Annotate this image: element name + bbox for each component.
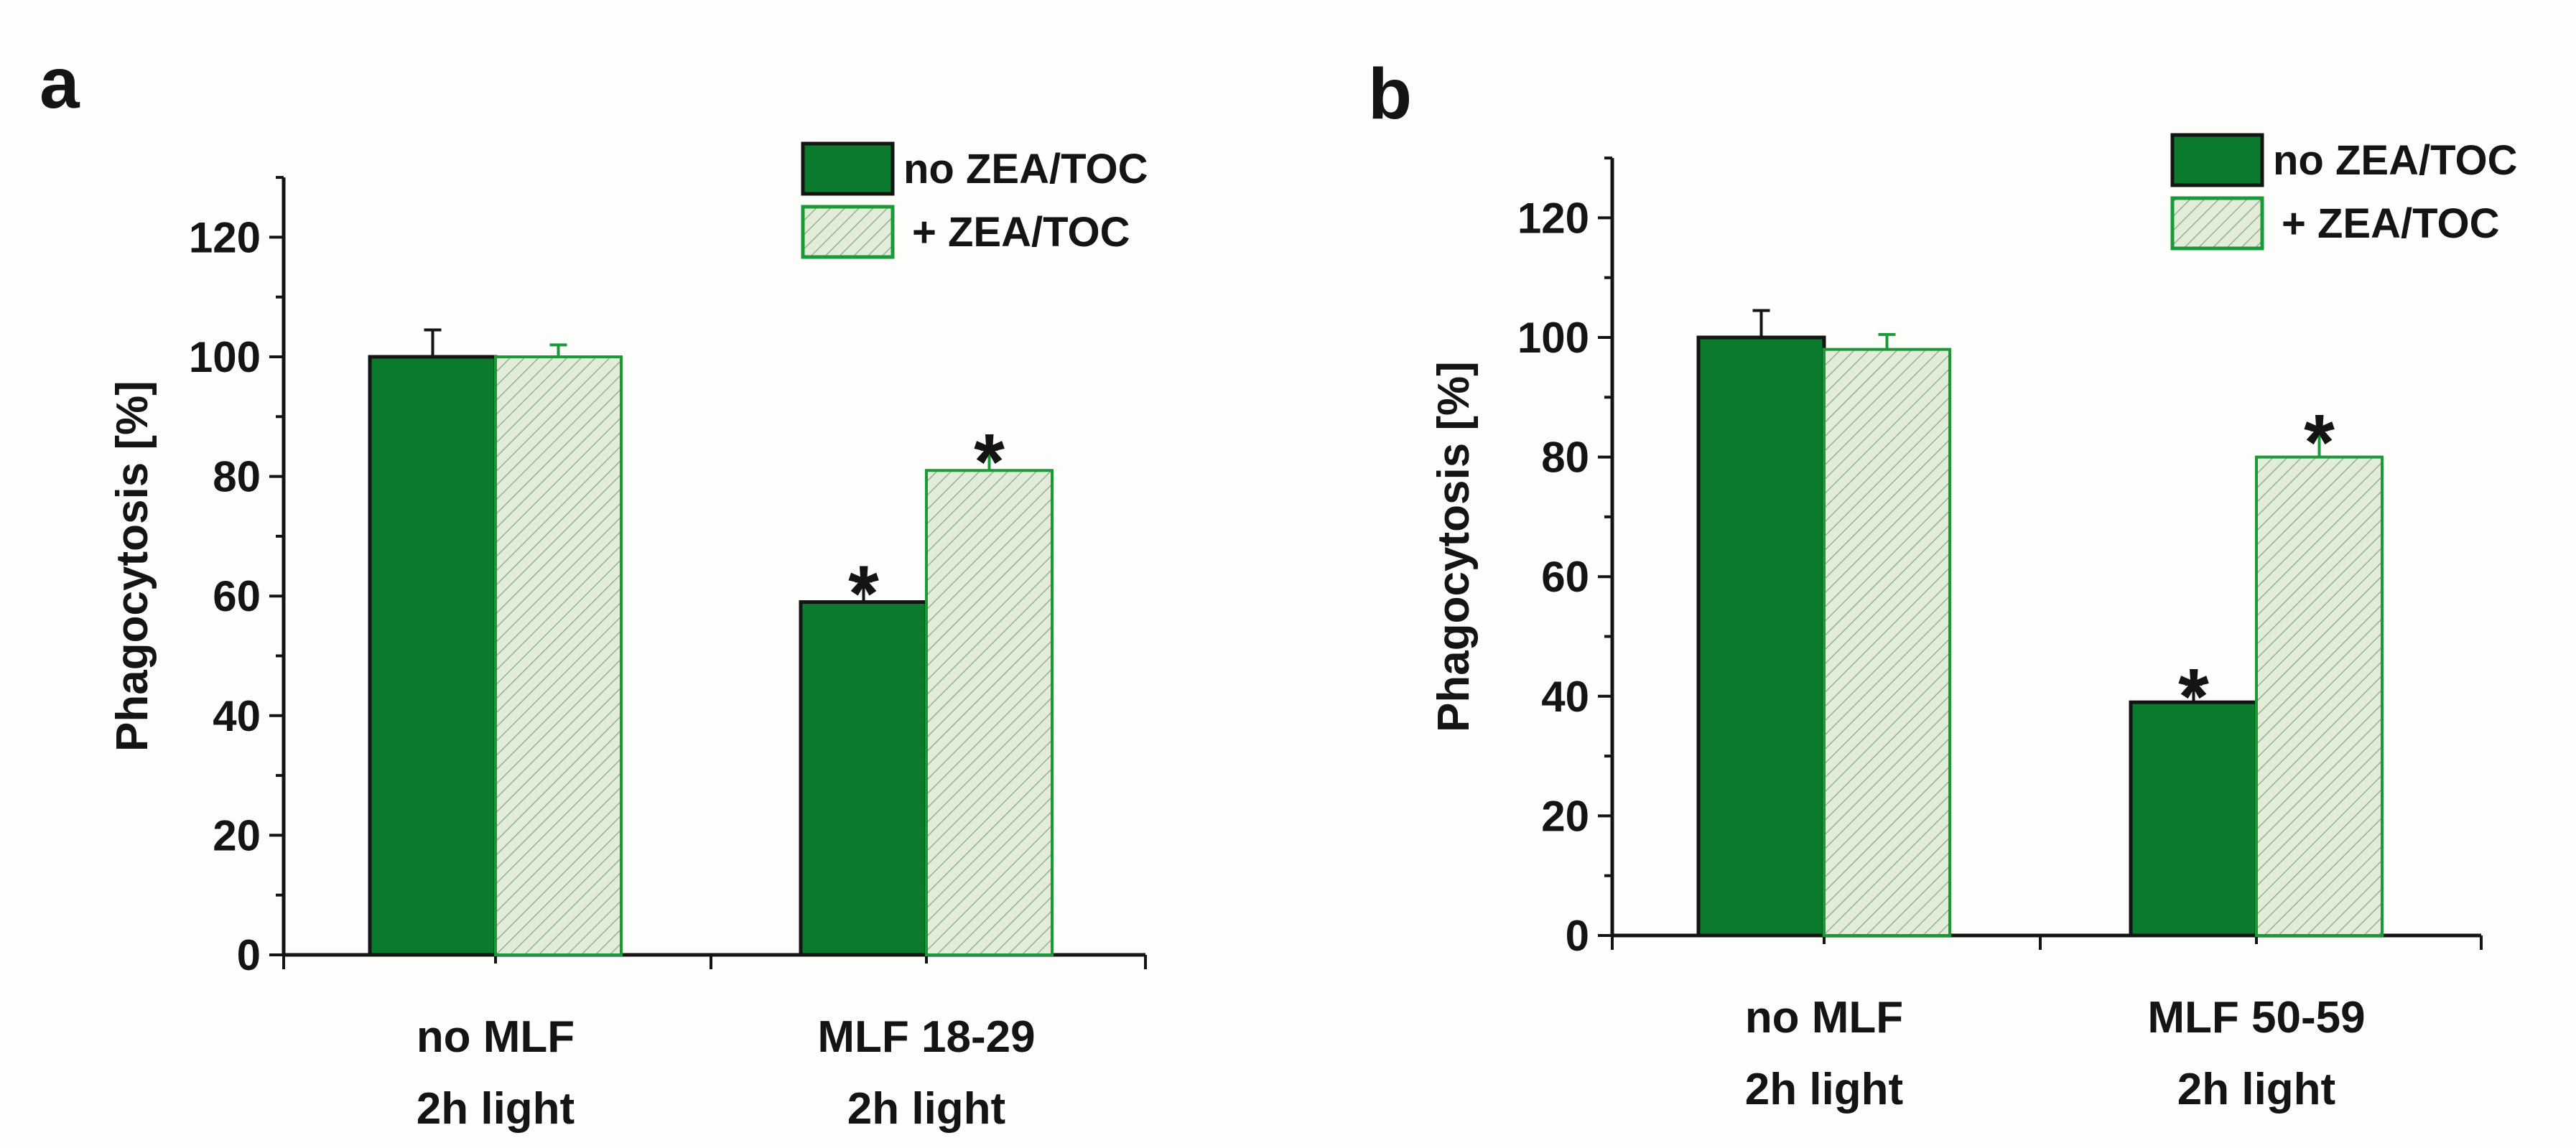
significance-star: *	[974, 418, 1005, 506]
bar-no-zea-toc	[799, 600, 929, 957]
bar-with-zea-toc	[494, 355, 623, 956]
category-label-line2: 2h light	[417, 1084, 575, 1134]
significance-star: *	[2304, 398, 2335, 487]
panel-a: a 0 20 40 60 80 100 120 Phagocytosis [%] no MLF 2h…	[39, 43, 1148, 1134]
category-label-line2: 2h light	[847, 1084, 1005, 1134]
y-tick-label: 40	[1541, 673, 1589, 721]
bar-no-zea-toc	[368, 355, 498, 957]
legend-label: no ZEA/TOC	[2273, 137, 2517, 184]
category-label-line1: MLF 18-29	[817, 1012, 1035, 1062]
y-tick-label: 20	[213, 811, 261, 859]
y-tick-label: 120	[1517, 194, 1589, 242]
significance-star: *	[2178, 653, 2209, 741]
legend-swatch-no-zea-toc	[801, 141, 895, 196]
bar-with-zea-toc	[2255, 455, 2384, 937]
category-label-line1: no MLF	[1745, 993, 1903, 1042]
category-label-line2: 2h light	[1745, 1065, 1903, 1114]
y-tick-label: 0	[237, 931, 261, 979]
legend: no ZEA/TOC + ZEA/TOC	[2170, 133, 2517, 251]
legend-label: + ZEA/TOC	[2282, 200, 2499, 247]
bar-no-zea-toc	[1696, 335, 1826, 938]
y-tick-label: 60	[213, 572, 261, 620]
y-tick-label: 0	[1566, 912, 1589, 960]
y-axis-title: Phagocytosis [%]	[108, 381, 157, 752]
category-label-line2: 2h light	[2177, 1065, 2335, 1114]
panel-letter: b	[1368, 54, 1412, 134]
bar-with-zea-toc	[1823, 347, 1951, 938]
y-tick-label: 20	[1541, 792, 1589, 840]
y-tick-label: 120	[189, 213, 261, 261]
category-label-line1: no MLF	[417, 1012, 575, 1062]
legend-swatch-no-zea-toc	[2170, 133, 2264, 187]
y-tick-label: 80	[1541, 434, 1589, 482]
category-label-line1: MLF 50-59	[2147, 993, 2365, 1042]
panel-b: b 0 20 40 60 80 100 120 Phagocytosis [%] no MLF 2h…	[1368, 54, 2517, 1114]
y-axis-title: Phagocytosis [%]	[1429, 361, 1479, 732]
y-tick-label: 60	[1541, 553, 1589, 601]
y-tick-label: 80	[213, 453, 261, 501]
y-tick-label: 100	[1517, 314, 1589, 362]
bar-with-zea-toc	[925, 469, 1054, 956]
legend-label: + ZEA/TOC	[912, 209, 1130, 256]
legend-swatch-with-zea-toc	[2170, 196, 2264, 251]
significance-star: *	[848, 549, 879, 638]
y-tick-label: 100	[189, 333, 261, 381]
bar-no-zea-toc	[2129, 700, 2259, 938]
panel-letter: a	[39, 43, 80, 123]
legend: no ZEA/TOC + ZEA/TOC	[801, 141, 1148, 259]
legend-swatch-with-zea-toc	[801, 205, 895, 259]
y-tick-label: 40	[213, 692, 261, 740]
legend-label: no ZEA/TOC	[903, 146, 1148, 192]
